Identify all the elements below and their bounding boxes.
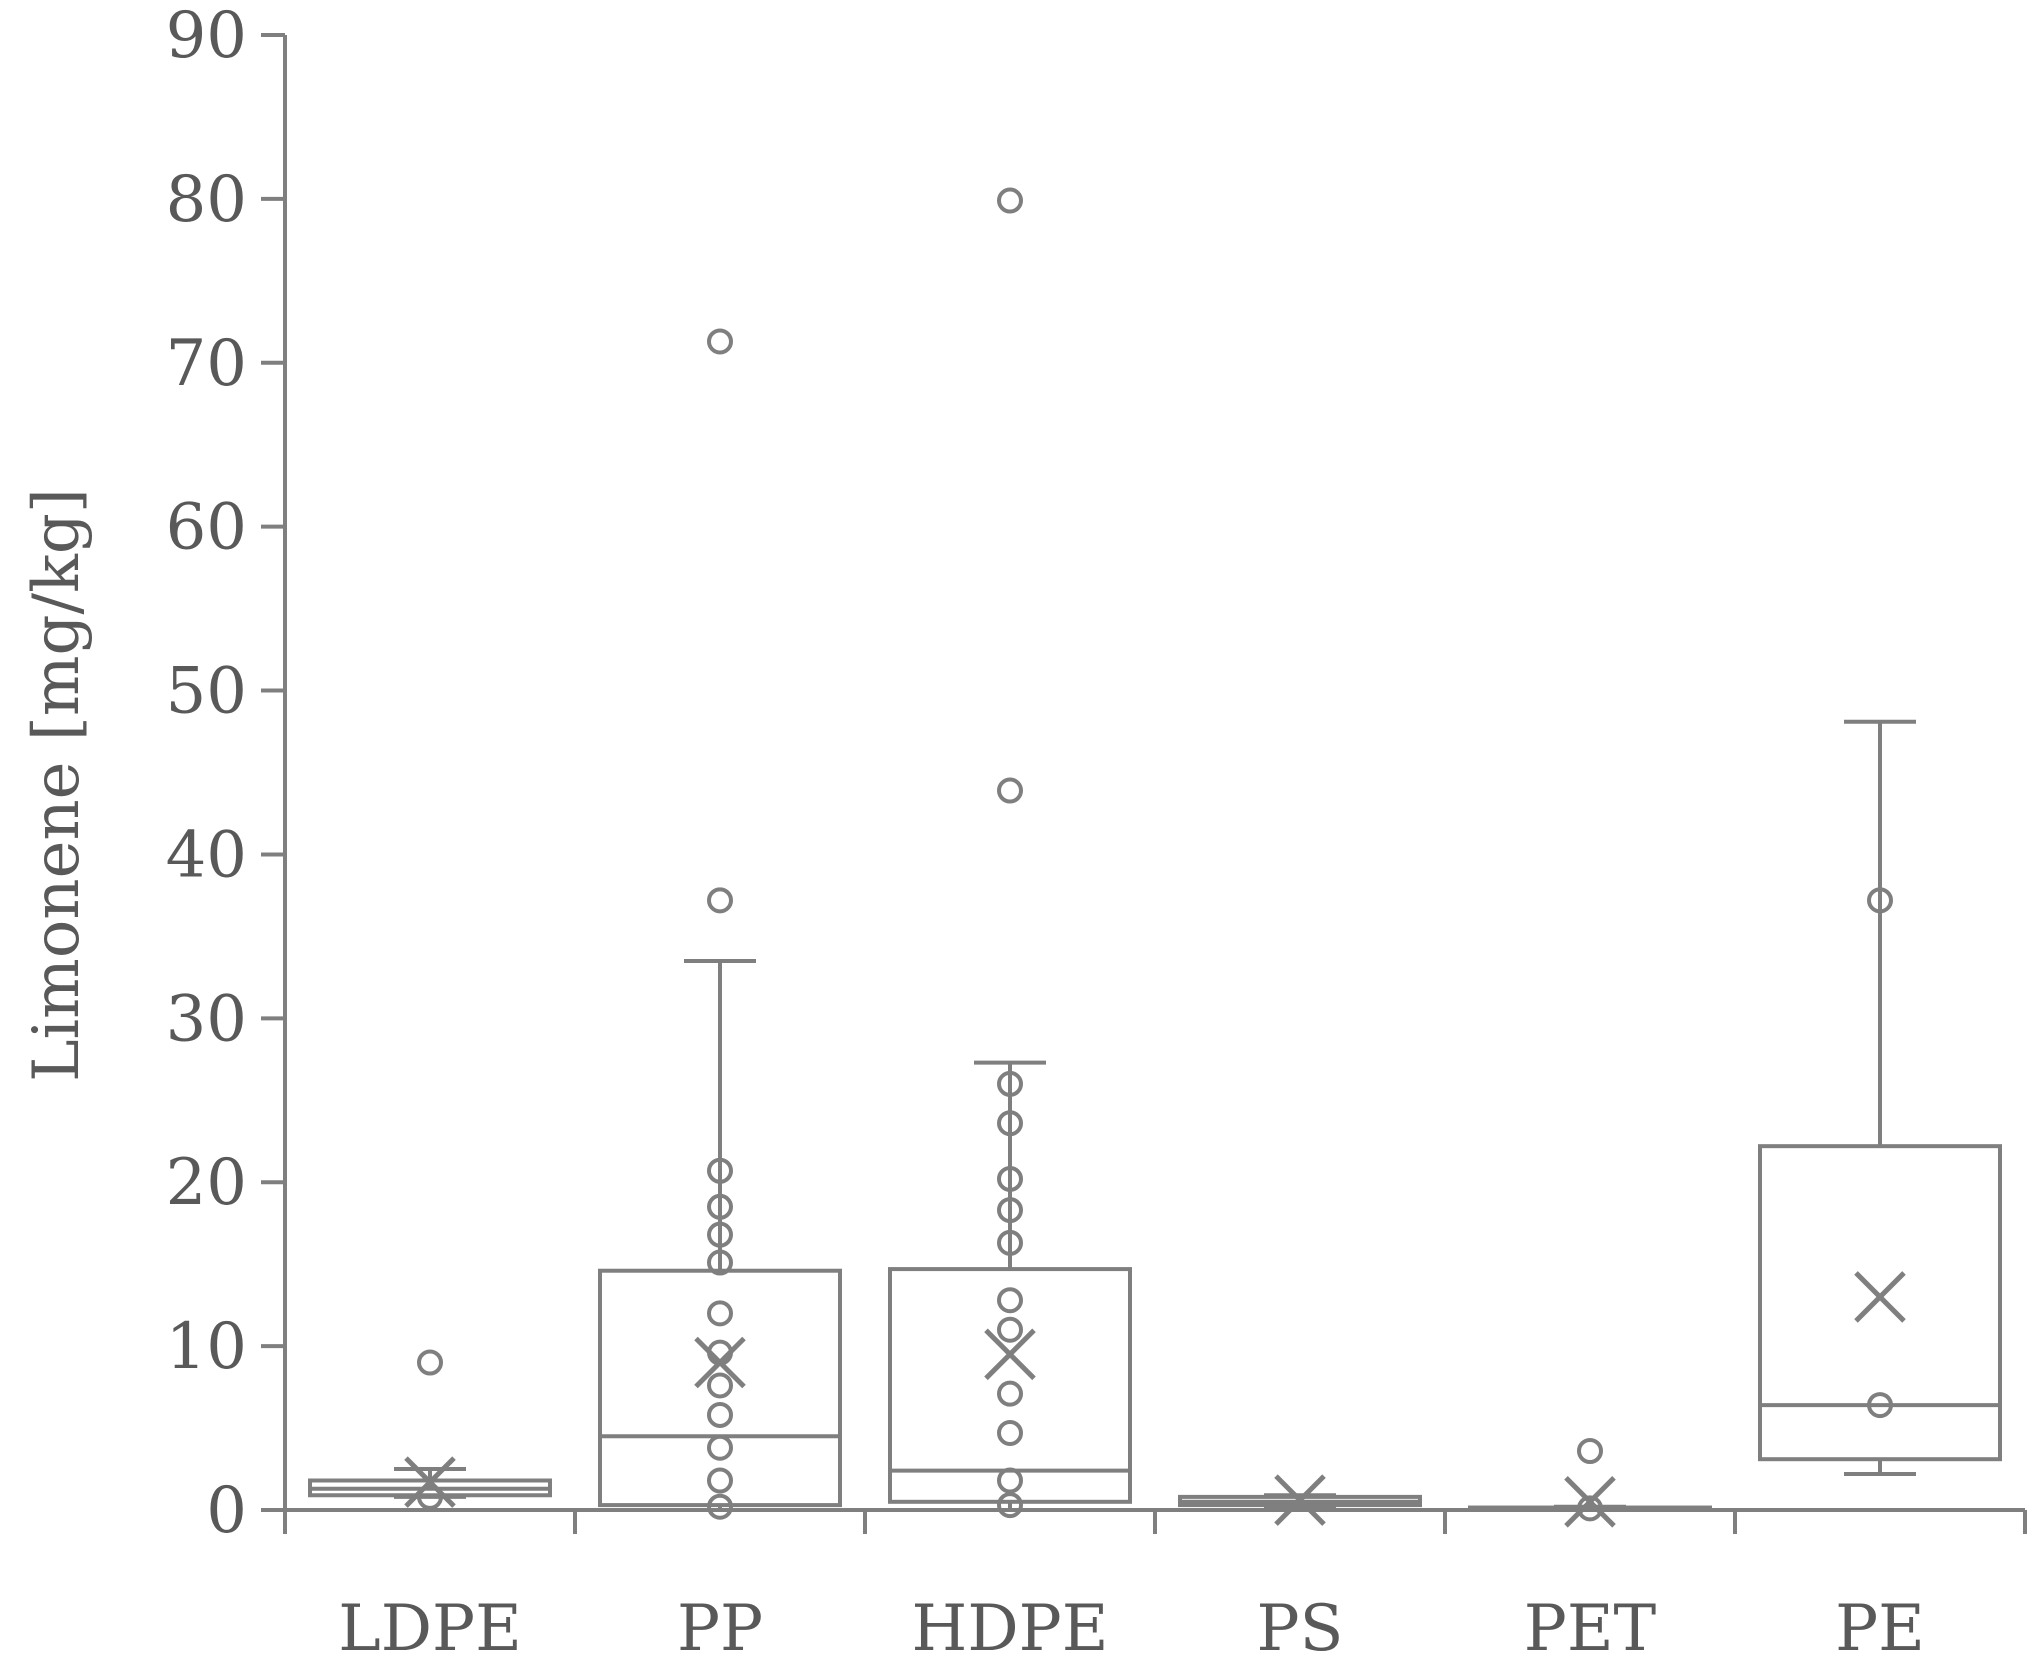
y-tick-label: 30 xyxy=(166,982,247,1056)
outlier-point xyxy=(1867,1392,1893,1419)
outlier-point xyxy=(707,1221,733,1248)
mean-marker xyxy=(1854,1271,1906,1323)
outlier-point xyxy=(1867,887,1893,914)
outlier-point xyxy=(997,1165,1023,1192)
box-ps xyxy=(1178,1474,1422,1526)
mean-marker xyxy=(1274,1474,1326,1526)
outlier-point xyxy=(707,1434,733,1461)
outlier-point xyxy=(707,1493,733,1520)
outlier-point xyxy=(707,1339,733,1366)
outlier-point xyxy=(997,1316,1023,1343)
outlier-point xyxy=(997,1380,1023,1407)
box-series xyxy=(308,187,2002,1528)
y-tick-label: 80 xyxy=(166,163,247,237)
iqr-box xyxy=(888,1267,1132,1504)
mean-marker xyxy=(1564,1476,1616,1528)
outlier-point xyxy=(707,328,733,355)
outlier-point xyxy=(417,1349,443,1376)
box-pp xyxy=(598,328,842,1520)
x-tick-label: LDPE xyxy=(338,1592,522,1666)
y-tick-label: 20 xyxy=(166,1146,247,1220)
y-tick-label: 50 xyxy=(166,655,247,729)
y-axis-title: Limonene [mg/kg] xyxy=(20,488,94,1082)
x-tick-label: HDPE xyxy=(912,1592,1109,1666)
mean-marker xyxy=(404,1456,456,1508)
box-ldpe xyxy=(308,1349,552,1510)
outlier-point xyxy=(1577,1438,1603,1464)
outlier-point xyxy=(707,1300,733,1327)
outlier-point xyxy=(997,187,1023,214)
outlier-point xyxy=(997,1070,1023,1097)
outlier-point xyxy=(997,1467,1023,1494)
x-tick-label: PE xyxy=(1835,1592,1925,1666)
box-hdpe xyxy=(888,187,1132,1519)
outlier-point xyxy=(707,887,733,914)
box-pe xyxy=(1758,719,2002,1476)
outlier-point xyxy=(1577,1495,1603,1522)
outlier-point xyxy=(997,1197,1023,1224)
outlier-point xyxy=(997,1110,1023,1137)
outlier-point xyxy=(997,1229,1023,1256)
outlier-point xyxy=(997,1287,1023,1314)
outlier-point xyxy=(707,1372,733,1399)
outlier-point xyxy=(997,1419,1023,1446)
outlier-point xyxy=(997,777,1023,804)
outlier-point xyxy=(707,1467,733,1494)
iqr-box xyxy=(1758,1144,2002,1462)
outlier-point xyxy=(707,1193,733,1220)
axes xyxy=(283,35,2025,1512)
x-tick-label: PS xyxy=(1257,1592,1344,1666)
x-ticks: LDPE PP HDPE PS PET PE xyxy=(283,1510,2027,1666)
outlier-point xyxy=(417,1483,443,1510)
y-ticks: 0 10 20 30 40 50 60 70 80 90 xyxy=(166,0,285,1548)
y-tick-label: 40 xyxy=(166,818,247,892)
outlier-point xyxy=(997,1492,1023,1519)
y-tick-label: 90 xyxy=(166,0,247,73)
y-tick-label: 10 xyxy=(166,1310,247,1384)
y-tick-label: 60 xyxy=(166,491,247,565)
outlier-point xyxy=(707,1401,733,1428)
box-pet xyxy=(1468,1438,1712,1528)
y-tick-label: 70 xyxy=(166,327,247,401)
outlier-point xyxy=(707,1157,733,1184)
iqr-box xyxy=(598,1268,842,1508)
mean-marker xyxy=(984,1328,1036,1381)
outlier-point xyxy=(707,1249,733,1276)
x-tick-label: PP xyxy=(677,1592,763,1666)
x-tick-label: PET xyxy=(1524,1592,1657,1666)
y-tick-label: 0 xyxy=(206,1474,247,1548)
